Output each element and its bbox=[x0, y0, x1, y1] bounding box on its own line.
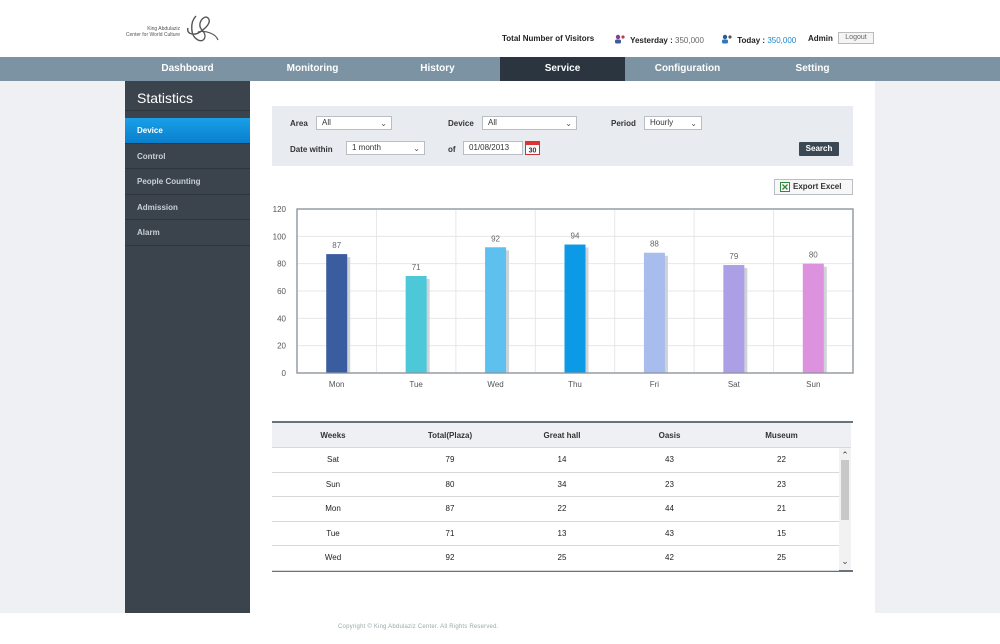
table-row[interactable]: Sat 79 14 43 22 bbox=[272, 448, 839, 473]
logout-button[interactable]: Logout bbox=[838, 32, 874, 44]
excel-icon bbox=[780, 182, 790, 192]
export-excel-label: Export Excel bbox=[793, 182, 842, 191]
cell-great-hall: 25 bbox=[557, 553, 567, 562]
yesterday-visitors: Yesterday : 350,000 bbox=[614, 34, 704, 45]
sidebar: Statistics Device Control People Countin… bbox=[125, 81, 250, 613]
cell-oasis: 42 bbox=[665, 553, 674, 562]
nav-history[interactable]: History bbox=[420, 63, 455, 74]
person-icon bbox=[615, 34, 625, 44]
logo-mark-icon bbox=[187, 15, 219, 42]
device-select[interactable]: All ⌄ bbox=[482, 116, 577, 130]
cell-total: 92 bbox=[445, 553, 455, 562]
device-label: Device bbox=[448, 119, 474, 128]
sidebar-item-people-counting[interactable]: People Counting bbox=[125, 169, 250, 195]
logo[interactable]: King Abdulaziz Center for World Culture bbox=[124, 12, 224, 46]
sidebar-item-admission[interactable]: Admission bbox=[125, 195, 250, 220]
scrollbar-thumb[interactable] bbox=[841, 460, 849, 520]
table-header: Weeks Total(Plaza) Great hall Oasis Muse… bbox=[272, 423, 851, 448]
nav-setting[interactable]: Setting bbox=[795, 63, 830, 74]
area-select-value: All bbox=[322, 118, 331, 127]
person-icon bbox=[722, 34, 732, 44]
cell-week: Tue bbox=[326, 528, 340, 538]
nav-dashboard[interactable]: Dashboard bbox=[161, 63, 214, 74]
logo-line-1: King Abdulaziz bbox=[147, 26, 180, 32]
logo-line-2: Center for World Culture bbox=[125, 32, 180, 38]
cell-great-hall: 22 bbox=[557, 504, 567, 513]
today-label: Today : bbox=[737, 36, 766, 45]
date-within-select-value: 1 month bbox=[352, 143, 381, 152]
header-weeks: Weeks bbox=[320, 431, 346, 440]
cell-week: Sat bbox=[326, 455, 339, 464]
cell-oasis: 44 bbox=[665, 504, 674, 513]
today-value: 350,000 bbox=[767, 36, 797, 45]
period-select[interactable]: Hourly ⌄ bbox=[644, 116, 702, 130]
scroll-down-icon[interactable]: ⌄ bbox=[841, 556, 849, 566]
cell-total: 87 bbox=[445, 504, 455, 513]
cell-museum: 22 bbox=[777, 455, 786, 464]
nav-service[interactable]: Service bbox=[500, 57, 625, 81]
table-row[interactable]: Sun 80 34 23 23 bbox=[272, 473, 839, 497]
scroll-up-icon[interactable]: ⌃ bbox=[841, 450, 849, 460]
footer bbox=[0, 613, 1000, 644]
statistics-table: Weeks Total(Plaza) Great hall Oasis Muse… bbox=[272, 421, 853, 572]
chevron-down-icon: ⌄ bbox=[690, 119, 697, 128]
header-total: Total(Plaza) bbox=[427, 431, 473, 440]
of-label: of bbox=[448, 145, 456, 154]
nav-monitoring[interactable]: Monitoring bbox=[286, 63, 339, 74]
cell-week: Sun bbox=[325, 479, 341, 489]
cell-museum: 21 bbox=[777, 504, 786, 513]
table-row[interactable]: Tue 71 13 43 15 bbox=[272, 522, 839, 546]
cell-oasis: 43 bbox=[665, 455, 674, 464]
table-scrollbar[interactable]: ⌃ ⌄ bbox=[839, 448, 851, 570]
cell-total: 79 bbox=[445, 455, 455, 464]
cell-museum: 25 bbox=[777, 553, 786, 562]
visitors-title: Total Number of Visitors bbox=[502, 34, 595, 43]
cell-total: 71 bbox=[445, 528, 455, 538]
nav-configuration[interactable]: Configuration bbox=[654, 63, 721, 74]
cell-great-hall: 14 bbox=[557, 455, 567, 464]
filter-panel bbox=[272, 106, 853, 166]
date-input[interactable]: 01/08/2013 bbox=[463, 141, 523, 155]
date-within-label: Date within bbox=[290, 145, 333, 154]
user-name: Admin bbox=[808, 34, 833, 43]
cell-oasis: 23 bbox=[665, 479, 674, 489]
logo-text: King Abdulaziz Center for World Culture bbox=[124, 26, 180, 38]
export-excel-button[interactable]: Export Excel bbox=[774, 179, 853, 195]
cell-museum: 15 bbox=[777, 528, 786, 538]
period-select-value: Hourly bbox=[650, 118, 674, 127]
chevron-down-icon: ⌄ bbox=[565, 119, 572, 128]
calendar-icon[interactable]: 30 bbox=[525, 140, 540, 155]
cell-great-hall: 13 bbox=[557, 528, 567, 538]
table-row[interactable]: Wed 92 25 42 25 bbox=[272, 546, 839, 571]
header-great-hall: Great hall bbox=[543, 431, 581, 440]
cell-oasis: 43 bbox=[665, 528, 674, 538]
cell-great-hall: 34 bbox=[557, 479, 567, 489]
cell-week: Wed bbox=[324, 553, 342, 562]
yesterday-value: 350,000 bbox=[675, 36, 704, 45]
sidebar-item-device[interactable]: Device bbox=[125, 118, 250, 144]
chevron-down-icon: ⌄ bbox=[413, 144, 420, 153]
header-oasis: Oasis bbox=[658, 431, 681, 440]
header: King Abdulaziz Center for World Culture … bbox=[0, 0, 1000, 57]
sidebar-item-control[interactable]: Control bbox=[125, 144, 250, 169]
main-nav: Dashboard Monitoring History Service Con… bbox=[0, 57, 1000, 81]
search-button[interactable]: Search bbox=[799, 142, 839, 156]
date-within-select[interactable]: 1 month ⌄ bbox=[346, 141, 425, 155]
device-select-value: All bbox=[488, 118, 497, 127]
today-visitors: Today : 350,000 bbox=[721, 34, 796, 45]
area-select[interactable]: All ⌄ bbox=[316, 116, 392, 130]
calendar-day: 30 bbox=[529, 148, 537, 155]
table-row[interactable]: Mon 87 22 44 21 bbox=[272, 497, 839, 522]
copyright: Copyright © King Abdulaziz Center. All R… bbox=[338, 624, 499, 630]
chevron-down-icon: ⌄ bbox=[380, 119, 387, 128]
yesterday-label: Yesterday : bbox=[630, 36, 673, 45]
sidebar-item-alarm[interactable]: Alarm bbox=[125, 220, 250, 246]
header-museum: Museum bbox=[765, 431, 798, 440]
period-label: Period bbox=[611, 119, 636, 128]
sidebar-title: Statistics bbox=[125, 81, 250, 111]
area-label: Area bbox=[290, 119, 308, 128]
cell-week: Mon bbox=[325, 504, 341, 513]
cell-total: 80 bbox=[445, 479, 455, 489]
cell-museum: 23 bbox=[777, 479, 786, 489]
